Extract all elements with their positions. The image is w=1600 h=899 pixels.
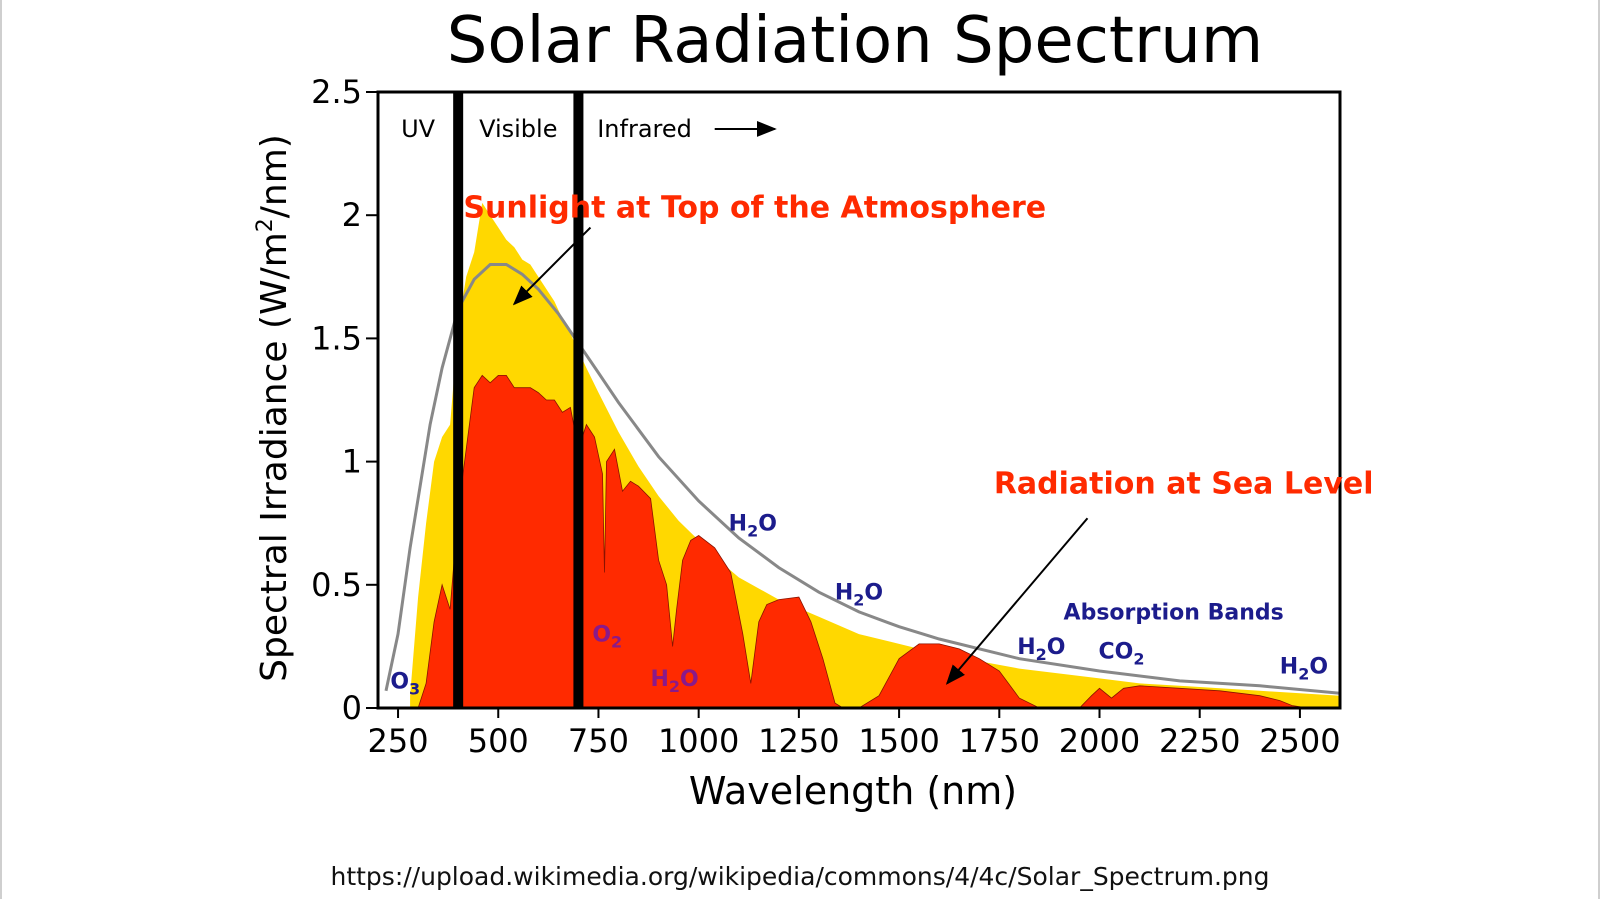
region-divider-visible-infrared: [573, 92, 584, 708]
left-edge-line: [0, 0, 2, 899]
x-tick-label: 1500: [858, 722, 939, 760]
x-tick-label: 2250: [1159, 722, 1240, 760]
region-label-uv: UV: [401, 115, 436, 143]
x-tick-label: 500: [468, 722, 529, 760]
sea-level-callout: Radiation at Sea Level: [994, 467, 1374, 502]
absorption-label-h2o: H2O: [1017, 635, 1065, 664]
plot-frame: [376, 90, 1342, 710]
absorption-label-co2: CO2: [1099, 640, 1145, 669]
chart-title: Solar Radiation Spectrum: [447, 4, 1263, 78]
y-axis-label: Spectral Irradiance (W/m2/nm): [253, 134, 295, 682]
series-group: [384, 202, 1340, 708]
region-label-infrared: Infrared: [597, 115, 692, 143]
source-url: https://upload.wikimedia.org/wikipedia/c…: [330, 862, 1270, 891]
absorption-label-o2: O2: [592, 622, 622, 651]
region-label-visible: Visible: [479, 115, 557, 143]
sea-level-area: [417, 374, 1340, 708]
y-axis-label-end: /nm): [254, 134, 295, 218]
y-tick-label: 0.5: [311, 566, 362, 604]
absorption-bands-label: Absorption Bands: [1064, 600, 1284, 625]
y-axis-label-main: Spectral Irradiance (W/m: [254, 232, 295, 682]
y-tick-label: 1: [342, 443, 362, 481]
x-tick-label: 1750: [959, 722, 1040, 760]
plot-area: 0 0.5 1 1.5 2 2.5 250 500 750 1000 1250 1500 1750 200…: [311, 73, 1373, 760]
y-tick-label: 1.5: [311, 319, 362, 357]
absorption-label-h2o: H2O: [835, 581, 883, 610]
x-tick-label: 750: [568, 722, 629, 760]
absorption-label-h2o: H2O: [650, 667, 698, 696]
y-tick-label: 2: [342, 196, 362, 234]
sea-level-arrow: [945, 517, 1089, 685]
x-tick-label: 1000: [658, 722, 739, 760]
absorption-label-h2o: H2O: [729, 512, 777, 541]
x-tick-label: 2000: [1059, 722, 1140, 760]
x-tick-label: 250: [368, 722, 429, 760]
y-axis-label-superscript: 2: [253, 218, 278, 232]
absorption-label-o3: O3: [390, 669, 420, 698]
blackbody-curve: [384, 263, 1340, 695]
y-tick-label: 2.5: [311, 73, 362, 111]
region-divider-uv-visible: [453, 92, 464, 708]
top-of-atmosphere-arrow: [512, 226, 592, 306]
x-axis-label: Wavelength (nm): [689, 769, 1017, 813]
y-tick-label: 0: [342, 689, 362, 727]
right-edge-line: [1598, 0, 1600, 899]
top-of-atmosphere-callout: Sunlight at Top of the Atmosphere: [463, 191, 1046, 226]
x-tick-label: 1250: [758, 722, 839, 760]
x-tick-label: 2500: [1259, 722, 1340, 760]
absorption-label-h2o: H2O: [1280, 655, 1328, 684]
svg-text:Spectral Irradiance (W/m2/nm): Spectral Irradiance (W/m2/nm): [253, 134, 295, 682]
